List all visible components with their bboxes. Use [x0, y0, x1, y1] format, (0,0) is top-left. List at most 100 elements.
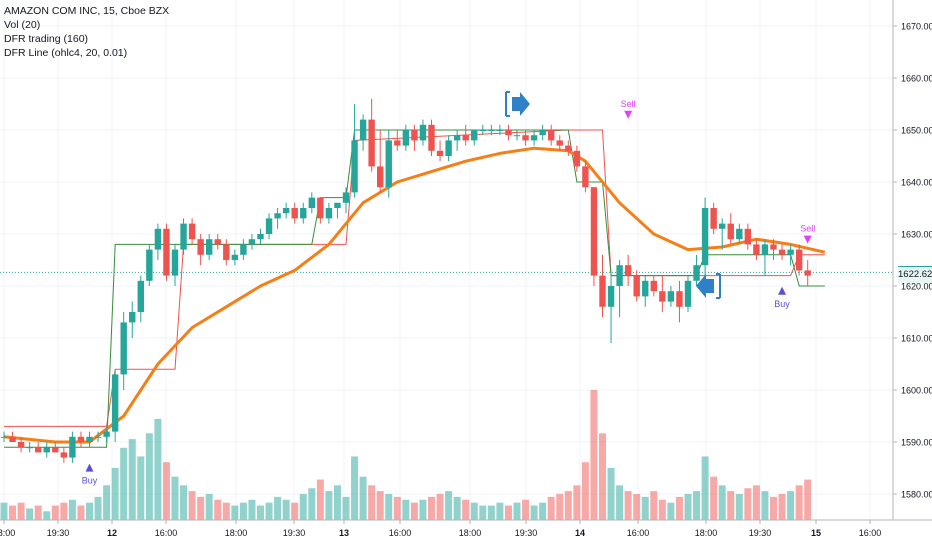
candle-body [300, 208, 307, 219]
candle-body [667, 291, 675, 302]
candle-body [539, 130, 546, 136]
volume-bar [590, 390, 598, 520]
candle-body [471, 130, 478, 141]
volume-bar [333, 485, 341, 520]
x-tick-label: 16:00 [627, 528, 650, 538]
candle-body [761, 244, 769, 255]
candle-body [248, 239, 256, 245]
y-tick-label: 1580.00 [901, 490, 932, 500]
candle-body [488, 130, 495, 131]
volume-bar [487, 505, 495, 520]
candle-body [146, 249, 153, 281]
candle-body [77, 436, 85, 442]
candle-body [633, 275, 640, 297]
candle-body [710, 208, 717, 229]
candle-body [548, 130, 555, 141]
candle-body [17, 442, 25, 448]
x-tick-label: 18:00 [0, 528, 15, 538]
y-tick-label: 1650.00 [901, 126, 932, 136]
candle-body [453, 135, 461, 141]
candle-body [368, 119, 375, 167]
volume-bar [43, 511, 51, 520]
volume-bar [248, 499, 256, 520]
candle-body [804, 270, 811, 276]
candle-body [377, 166, 384, 188]
volume-bar [453, 496, 461, 520]
volume-bar [402, 499, 410, 520]
volume-bar [351, 456, 359, 520]
volume-bar [581, 462, 589, 520]
candle-body [154, 228, 162, 250]
volume-bar [376, 491, 384, 520]
candle-body [188, 223, 196, 240]
volume-bar [9, 505, 17, 520]
volume-bar [385, 494, 393, 520]
candle-body [590, 187, 598, 276]
axes: 1670.00 1660.00 1650.00 1640.00 1630.00 1620.… [0, 0, 932, 538]
legend-symbol: AMAZON COM INC, 15, Cboe BZX [4, 5, 170, 17]
sell-signal-icon [624, 110, 633, 119]
candle-body [231, 254, 239, 260]
volume-bar [282, 499, 290, 520]
candle-body [171, 249, 179, 276]
candle-body [411, 130, 418, 141]
candle-body [163, 228, 170, 276]
x-tick-label: 18:00 [225, 528, 248, 538]
volume-bar [522, 499, 530, 520]
candle-body [496, 130, 504, 131]
candle-body [445, 140, 452, 156]
volume-bar [214, 499, 222, 520]
volume-bar [496, 502, 504, 520]
volume-bar [428, 496, 435, 520]
volume-bar [103, 485, 111, 520]
candle-body [308, 197, 315, 208]
candle-body [26, 447, 33, 449]
sell-signal-label: Sell [800, 224, 815, 234]
volume-bar [316, 479, 324, 520]
y-tick-label: 1600.00 [901, 386, 932, 396]
volume-bar [342, 496, 350, 520]
candle-body [513, 135, 521, 137]
candle-body [402, 130, 410, 146]
volume-bar [291, 502, 299, 520]
volume-bar [573, 485, 581, 520]
volume-bar [710, 476, 718, 520]
candle-body [197, 239, 204, 255]
candle-body [701, 208, 709, 266]
volume-bar [94, 496, 102, 520]
volume-bar [718, 485, 726, 520]
volume-bar [325, 491, 333, 520]
candle-body [52, 447, 59, 453]
candle-body [351, 140, 358, 193]
volume-bar [787, 491, 795, 520]
volume-bar [368, 485, 376, 520]
candle-body [240, 244, 247, 255]
volume-bar [564, 491, 572, 520]
volume-bar [239, 502, 247, 520]
buy-signal-icon [85, 463, 94, 472]
volume-bar [761, 491, 769, 520]
candle-body [582, 166, 589, 188]
volume-bar [197, 496, 205, 520]
volume-bar [111, 468, 119, 520]
volume-bar [188, 491, 196, 520]
volume-bar [770, 496, 777, 520]
volume-bar [205, 494, 213, 520]
volume-bar [393, 496, 401, 520]
candle-body [419, 124, 427, 141]
candle-body [334, 202, 341, 208]
volume-bar [274, 496, 282, 520]
candle-body [265, 218, 273, 234]
volume-bar [624, 491, 632, 520]
volume-bar [778, 494, 786, 520]
y-tick-label: 1660.00 [901, 74, 932, 84]
candle-body [479, 130, 486, 131]
volume-bar [701, 456, 709, 520]
candle-body [462, 135, 469, 141]
volume-bar [530, 505, 538, 520]
y-tick-label: 1670.00 [901, 22, 932, 32]
x-tick-label: 19:30 [47, 528, 70, 538]
candle-body [274, 213, 281, 219]
candle-body [565, 145, 572, 151]
